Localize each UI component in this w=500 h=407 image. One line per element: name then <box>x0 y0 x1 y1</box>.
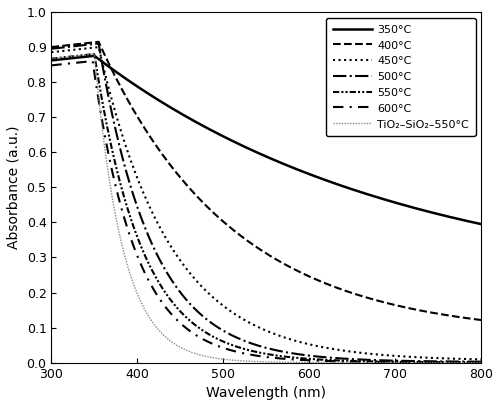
400°C <box>48 45 54 50</box>
500°C <box>70 44 76 49</box>
600°C <box>258 354 264 359</box>
450°C <box>478 357 484 362</box>
550°C <box>478 360 484 365</box>
350°C <box>92 53 98 58</box>
Line: 500°C: 500°C <box>52 44 481 362</box>
400°C <box>70 42 76 47</box>
TiO₂–SiO₂–550°C <box>387 360 393 365</box>
450°C <box>466 357 472 361</box>
350°C <box>48 58 54 63</box>
TiO₂–SiO₂–550°C <box>48 56 54 61</box>
TiO₂–SiO₂–550°C <box>466 360 472 365</box>
TiO₂–SiO₂–550°C <box>70 54 76 59</box>
350°C <box>70 56 76 61</box>
550°C <box>466 360 471 365</box>
Legend: 350°C, 400°C, 450°C, 500°C, 550°C, 600°C, TiO₂–SiO₂–550°C: 350°C, 400°C, 450°C, 500°C, 550°C, 600°C… <box>326 18 476 136</box>
350°C <box>258 151 264 156</box>
500°C <box>96 41 102 46</box>
Line: 600°C: 600°C <box>52 61 481 362</box>
600°C <box>48 63 54 68</box>
350°C <box>466 219 472 224</box>
Y-axis label: Absorbance (a.u.): Absorbance (a.u.) <box>7 125 21 249</box>
600°C <box>70 61 76 66</box>
TiO₂–SiO₂–550°C <box>258 359 264 364</box>
600°C <box>387 359 393 364</box>
TiO₂–SiO₂–550°C <box>466 360 471 365</box>
500°C <box>478 359 484 364</box>
550°C <box>48 56 54 61</box>
TiO₂–SiO₂–550°C <box>91 52 97 57</box>
400°C <box>96 39 102 44</box>
450°C <box>246 320 252 325</box>
350°C <box>466 219 471 224</box>
500°C <box>466 359 471 364</box>
400°C <box>466 316 471 321</box>
500°C <box>48 46 54 51</box>
TiO₂–SiO₂–550°C <box>246 359 252 364</box>
550°C <box>91 52 97 57</box>
600°C <box>90 59 96 63</box>
450°C <box>258 326 264 330</box>
Line: 400°C: 400°C <box>52 42 481 320</box>
Line: 450°C: 450°C <box>52 47 481 359</box>
550°C <box>466 360 472 365</box>
350°C <box>246 147 252 151</box>
450°C <box>466 357 471 361</box>
450°C <box>387 353 393 358</box>
400°C <box>246 239 252 244</box>
600°C <box>466 360 472 365</box>
Line: TiO₂–SiO₂–550°C: TiO₂–SiO₂–550°C <box>52 54 481 363</box>
450°C <box>48 50 54 55</box>
Line: 550°C: 550°C <box>52 54 481 362</box>
600°C <box>478 360 484 365</box>
500°C <box>387 358 393 363</box>
Line: 350°C: 350°C <box>52 56 481 224</box>
450°C <box>96 45 102 50</box>
500°C <box>466 359 472 364</box>
450°C <box>70 47 76 52</box>
500°C <box>246 340 252 345</box>
400°C <box>258 247 264 252</box>
550°C <box>387 359 393 364</box>
500°C <box>258 344 264 349</box>
350°C <box>387 199 393 204</box>
TiO₂–SiO₂–550°C <box>478 360 484 365</box>
400°C <box>478 317 484 322</box>
550°C <box>258 350 264 355</box>
350°C <box>478 222 484 227</box>
550°C <box>70 54 76 59</box>
400°C <box>466 316 472 321</box>
600°C <box>466 360 471 365</box>
400°C <box>387 301 393 306</box>
X-axis label: Wavelength (nm): Wavelength (nm) <box>206 386 326 400</box>
600°C <box>246 352 252 357</box>
550°C <box>246 348 252 353</box>
